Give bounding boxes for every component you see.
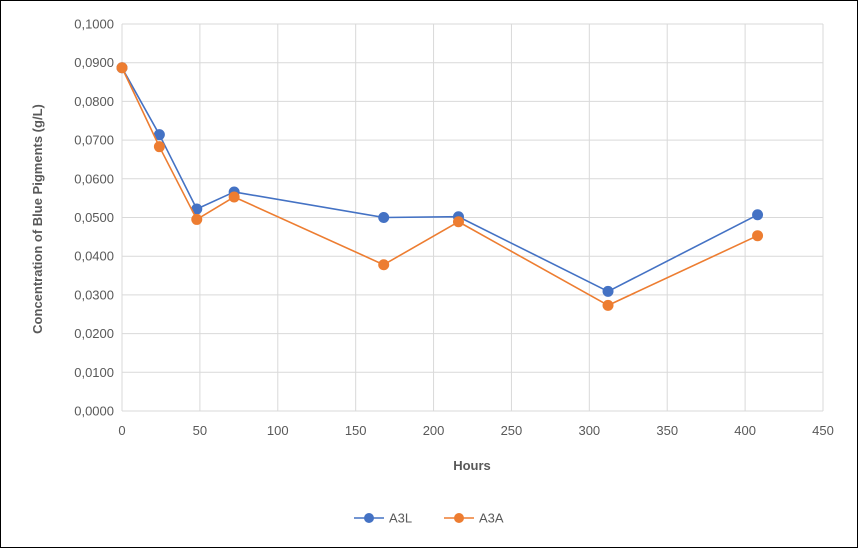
legend-label: A3A xyxy=(479,511,504,526)
x-tick-label: 100 xyxy=(267,423,289,438)
data-point-a3a xyxy=(752,230,764,242)
x-tick-label: 450 xyxy=(812,423,834,438)
data-point-a3a xyxy=(378,259,390,271)
x-tick-label: 250 xyxy=(501,423,523,438)
legend: A3L A3A xyxy=(354,511,504,526)
data-point-a3l xyxy=(378,212,390,223)
y-tick-label: 0,0800 xyxy=(74,94,114,109)
legend-label: A3L xyxy=(389,511,412,526)
legend-swatch-marker xyxy=(454,513,464,523)
x-tick-label: 400 xyxy=(734,423,756,438)
x-tick-label: 300 xyxy=(578,423,600,438)
data-point-a3a xyxy=(116,62,128,74)
y-tick-label: 0,0600 xyxy=(74,171,114,186)
x-tick-label: 150 xyxy=(345,423,367,438)
y-tick-label: 0,0700 xyxy=(74,133,114,148)
series-line-a3l xyxy=(121,67,758,293)
data-point-a3a xyxy=(153,141,165,153)
y-tick-label: 0,0200 xyxy=(74,326,114,341)
series-line-a3a xyxy=(121,67,758,307)
x-tick-labels: 0 50 100 150 200 250 300 350 400 450 xyxy=(118,423,833,438)
x-tick-label: 200 xyxy=(423,423,445,438)
y-tick-labels: 0,0000 0,0100 0,0200 0,0300 0,0400 0,0500 0,06… xyxy=(74,17,114,419)
legend-item-a3a: A3A xyxy=(444,511,504,526)
y-tick-label: 0,0000 xyxy=(74,404,114,419)
series-group xyxy=(116,62,764,311)
data-point-a3a xyxy=(191,213,203,225)
data-point-a3l xyxy=(602,285,614,297)
legend-swatch-marker xyxy=(364,513,374,523)
y-tick-label: 0,0500 xyxy=(74,210,114,225)
series-a3a xyxy=(116,62,764,311)
y-tick-label: 0,0400 xyxy=(74,249,114,264)
data-point-a3a xyxy=(228,191,240,203)
x-tick-label: 350 xyxy=(656,423,678,438)
x-tick-label: 50 xyxy=(193,423,207,438)
data-point-a3l xyxy=(752,209,764,221)
legend-item-a3l: A3L xyxy=(354,511,412,526)
y-tick-label: 0,0100 xyxy=(74,365,114,380)
y-tick-label: 0,1000 xyxy=(74,17,114,32)
series-a3l xyxy=(116,62,764,297)
y-tick-label: 0,0900 xyxy=(74,55,114,70)
data-point-a3a xyxy=(602,299,614,311)
gridlines xyxy=(121,23,824,412)
y-tick-label: 0,0300 xyxy=(74,287,114,302)
y-axis-title: Concentration of Blue Pigments (g/L) xyxy=(30,104,45,334)
x-tick-label: 0 xyxy=(118,423,125,438)
x-axis-title: Hours xyxy=(453,458,491,473)
data-point-a3a xyxy=(452,216,464,228)
